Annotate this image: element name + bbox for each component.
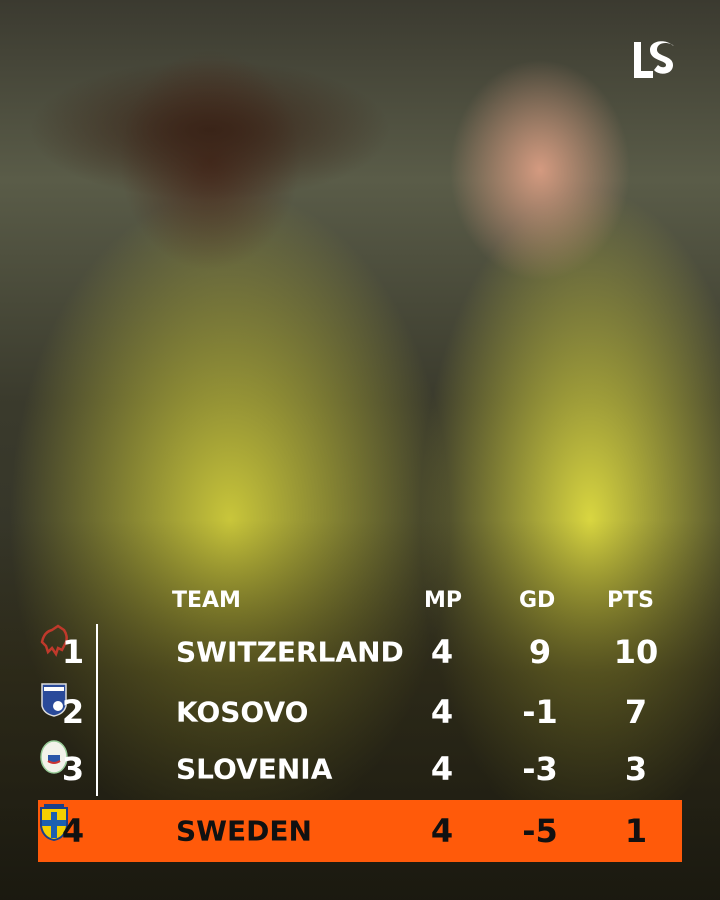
table-row: 2 KOSOVO 4 -1 7 bbox=[38, 682, 682, 742]
header-pts: PTS bbox=[607, 588, 654, 613]
team-name: SWEDEN bbox=[176, 814, 312, 848]
matches-played: 4 bbox=[430, 693, 454, 731]
team-name: KOSOVO bbox=[176, 695, 309, 729]
points: 10 bbox=[613, 633, 659, 671]
rank: 4 bbox=[61, 812, 85, 850]
team-name: SLOVENIA bbox=[176, 752, 333, 786]
points: 1 bbox=[624, 812, 648, 850]
rank: 2 bbox=[61, 693, 85, 731]
goal-difference: -5 bbox=[522, 812, 558, 850]
matches-played: 4 bbox=[430, 633, 454, 671]
slovenia-crest-icon bbox=[40, 740, 68, 774]
goal-difference: 9 bbox=[528, 633, 552, 671]
matches-played: 4 bbox=[430, 750, 454, 788]
table-row: 3 SLOVENIA 4 -3 3 bbox=[38, 739, 682, 799]
points: 7 bbox=[624, 693, 648, 731]
ls-logo bbox=[634, 41, 674, 78]
table-row: 1 SWITZERLAND 4 9 10 bbox=[38, 622, 682, 682]
switzerland-crest-icon bbox=[40, 624, 68, 657]
sweden-crest-icon bbox=[40, 804, 68, 842]
goal-difference: -3 bbox=[522, 750, 558, 788]
table-row-highlighted: 4 SWEDEN 4 -5 1 bbox=[38, 800, 682, 862]
matches-played: 4 bbox=[430, 812, 454, 850]
points: 3 bbox=[624, 750, 648, 788]
header-team: TEAM bbox=[172, 588, 241, 613]
kosovo-crest-icon bbox=[41, 683, 67, 717]
rank: 3 bbox=[61, 750, 85, 788]
divider bbox=[96, 624, 98, 796]
team-name: SWITZERLAND bbox=[176, 635, 404, 669]
goal-difference: -1 bbox=[522, 693, 558, 731]
header-gd: GD bbox=[519, 588, 556, 613]
rank: 1 bbox=[61, 633, 85, 671]
header-mp: MP bbox=[424, 588, 463, 613]
